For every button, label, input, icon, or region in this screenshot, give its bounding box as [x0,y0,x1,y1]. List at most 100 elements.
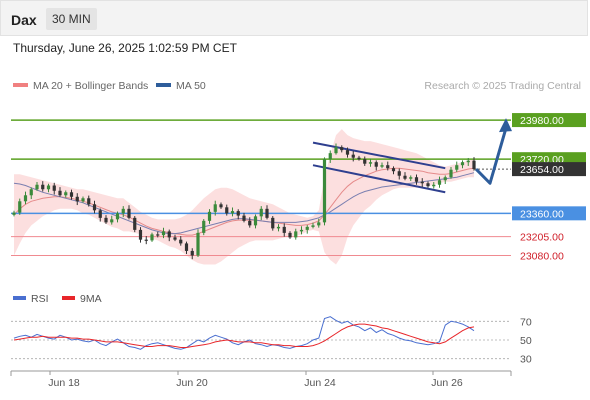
candle-body [230,211,235,214]
candle-body [46,185,51,190]
projection-arrowhead [499,118,512,133]
candle-body [225,207,229,214]
candle-body [437,180,442,185]
candle-body [242,215,246,221]
level-label-23654.00: 23654.00 [520,164,564,176]
candle-body [414,177,419,182]
candle-body [104,217,108,223]
candle-body [363,159,367,164]
x-tick-label: Jun 26 [431,377,463,389]
candle-body [161,231,166,236]
candle-body [351,154,355,158]
rsi-series-9MA [13,323,475,348]
candle-body [248,220,252,226]
candle-body [386,165,390,169]
candle-body [23,195,28,202]
candle-body [460,162,465,166]
rsi-tick-50: 50 [520,335,532,347]
candle-body [41,184,45,190]
candle-body [449,169,453,178]
candle-body [317,222,321,226]
candle-body [35,184,39,190]
channel-lower-line [312,164,446,194]
candle-body [156,234,160,236]
candle-body [110,219,114,223]
candle-body [432,184,436,187]
rsi-swatch [13,296,26,301]
candle-body [196,232,200,256]
candle-body [190,250,194,256]
ma9-swatch [62,296,75,301]
candles [12,143,476,260]
symbol-label: Dax [11,12,37,28]
candle-body [179,239,183,244]
legend-9ma-label: 9MA [80,293,102,305]
candle-body [144,239,148,241]
candle-body [265,208,269,218]
candle-body [167,231,171,238]
candle-body [409,177,413,179]
candle-body [334,147,338,154]
candle-body [259,208,263,217]
ma50-swatch [156,83,171,88]
candle-body [391,168,396,172]
research-credit: Research © 2025 Trading Central [424,80,581,92]
candle-body [92,204,97,211]
legend-bollinger: MA 20 + Bollinger Bands [13,80,148,92]
candle-body [466,160,470,163]
level-label-23080.00: 23080.00 [520,250,564,262]
candle-body [58,190,62,196]
candle-body [340,147,344,151]
candle-body [64,192,68,196]
candle-body [173,237,177,240]
candle-body [455,165,459,170]
candle-body [380,165,384,167]
candle-body [368,162,373,164]
bollinger-swatch [13,83,28,88]
candle-body [184,243,189,251]
candle-body [311,225,315,227]
legend-ma50: MA 50 [156,80,206,92]
legend-bollinger-label: MA 20 + Bollinger Bands [33,80,149,92]
candle-body [472,160,476,170]
x-tick-label: Jun 18 [48,377,80,389]
candle-body [133,217,137,230]
candle-body [12,212,16,215]
candle-body [52,185,56,191]
channel-upper-line [312,141,446,170]
rsi-tick-70: 70 [520,316,532,328]
candle-body [322,159,327,223]
legend-ma50-label: MA 50 [176,80,206,92]
candle-body [138,229,143,240]
timeframe-button[interactable]: 30 MIN [46,8,97,30]
candle-body [127,208,131,218]
candle-body [202,220,206,233]
candle-body [253,216,258,226]
candle-body [403,175,407,179]
candle-body [397,171,401,176]
x-tick-label: Jun 20 [176,377,208,389]
candle-body [345,150,350,155]
candle-body [150,234,154,241]
candle-body [374,162,378,167]
level-label-23360.00: 23360.00 [520,208,564,220]
candle-body [18,201,22,213]
candle-body [29,189,33,196]
level-tag-23654.00 [512,162,586,177]
x-tick-label: Jun 24 [304,377,336,389]
candle-body [443,177,447,181]
level-label-23980.00: 23980.00 [520,115,564,127]
candle-body [357,157,361,160]
candle-body [69,192,74,197]
legend-rsi-label: RSI [31,293,49,305]
projection-arrow [474,127,508,185]
candle-body [87,198,91,205]
chart-datetime: Thursday, June 26, 2025 1:02:59 PM CET [13,41,237,55]
candle-body [121,208,125,214]
candle-body [328,153,332,160]
legend-rsi: RSI [13,293,49,305]
candle-body [271,217,275,229]
candle-body [299,229,304,232]
candle-body [98,210,102,218]
